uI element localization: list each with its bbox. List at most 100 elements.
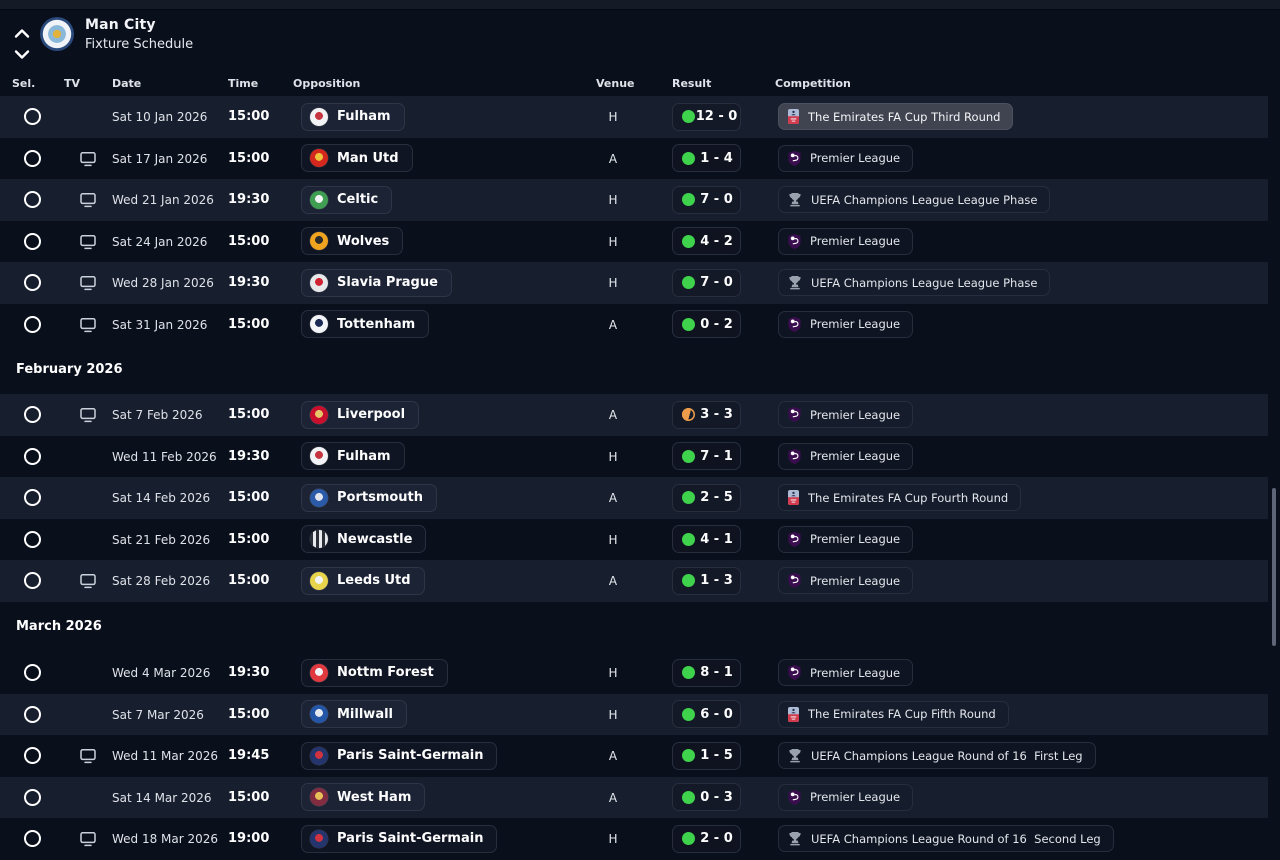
opposition-button[interactable]: Newcastle [301,525,427,553]
opposition-button[interactable]: Liverpool [301,400,420,429]
fixture-time: 15:00 [228,573,270,588]
select-circle[interactable] [24,747,41,764]
result-pill[interactable]: 8 - 1 [672,658,741,687]
fixture-row[interactable]: Wed 4 Mar 2026 19:30 Nottm Forest H 8 - 1 Pre… [0,652,1268,694]
result-pill[interactable]: 2 - 0 [672,824,741,853]
col-sel[interactable]: Sel. [12,77,36,90]
fixture-date: Wed 28 Jan 2026 [112,276,214,290]
col-date[interactable]: Date [112,77,142,90]
opposition-button[interactable]: Leeds Utd [301,566,425,595]
venue-label: H [608,707,618,722]
col-time[interactable]: Time [228,77,259,90]
col-tv[interactable]: TV [64,77,81,90]
fixture-row[interactable]: Wed 11 Mar 2026 19:45 Paris Saint-Germain A… [0,735,1268,777]
result-pill[interactable]: 2 - 5 [672,483,741,512]
select-circle[interactable] [24,315,41,333]
opposition-button[interactable]: West Ham [301,783,426,811]
select-circle[interactable] [24,274,41,291]
opposition-button[interactable]: Wolves [301,227,404,255]
select-circle[interactable] [24,108,41,125]
fixture-time: 15:00 [228,150,270,166]
opposition-button[interactable]: Fulham [301,442,405,470]
result-score: 4 - 1 [700,531,733,547]
opposition-button[interactable]: Fulham [301,102,405,131]
select-circle[interactable] [24,705,41,723]
select-circle[interactable] [24,489,41,506]
fixture-row[interactable]: Wed 21 Jan 2026 19:30 Celtic H 7 - 0 UEFA Cha… [0,179,1268,221]
result-pill[interactable]: 4 - 1 [672,525,741,553]
opposition-button[interactable]: Tottenham [301,310,430,338]
premier-league-icon [788,407,801,422]
competition-name: UEFA Champions League League Phase [811,275,1038,290]
competition-button[interactable]: UEFA Champions League Round of 16 Second… [778,825,1114,852]
fixture-row[interactable]: Wed 18 Mar 2026 19:00 Paris Saint-Germain H… [0,818,1268,860]
competition-button[interactable]: UEFA Champions League Round of 16 First … [778,742,1096,769]
result-pill[interactable]: 7 - 0 [672,185,741,214]
competition-button[interactable]: Premier League [778,144,914,172]
fixture-row[interactable]: Sat 14 Mar 2026 15:00 West Ham A 0 - 3 Premie… [0,776,1268,818]
chevron-up-icon[interactable] [13,24,31,38]
opposition-button[interactable]: Paris Saint-Germain [301,824,498,853]
opposition-button[interactable]: Portsmouth [301,483,438,512]
competition-button[interactable]: Premier League [778,659,914,686]
result-pill[interactable]: 7 - 0 [672,268,741,297]
result-pill[interactable]: 7 - 1 [672,442,741,470]
fixture-row[interactable]: Sat 24 Jan 2026 15:00 Wolves H 4 - 2 Premier … [0,221,1268,263]
competition-button[interactable]: UEFA Champions League League Phase [778,186,1051,213]
competition-button[interactable]: UEFA Champions League League Phase [778,269,1051,296]
opposition-button[interactable]: Celtic [301,185,393,214]
select-circle[interactable] [24,406,41,423]
select-circle[interactable] [24,572,41,589]
select-circle[interactable] [24,447,41,465]
fixture-row[interactable]: Sat 21 Feb 2026 15:00 Newcastle H 4 - 1 Premi… [0,519,1268,561]
result-pill[interactable]: 0 - 2 [672,310,741,338]
fixture-row[interactable]: Wed 28 Jan 2026 19:30 Slavia Prague H 7 - 0 U… [0,262,1268,304]
opposition-button[interactable]: Man Utd [301,144,413,172]
select-circle[interactable] [24,664,41,681]
result-pill[interactable]: 1 - 3 [672,566,741,595]
fixture-row[interactable]: Sat 28 Feb 2026 15:00 Leeds Utd A 1 - 3 Premi… [0,560,1268,602]
col-venue[interactable]: Venue [596,77,635,90]
opposition-button[interactable]: Slavia Prague [301,268,452,297]
competition-button[interactable]: Premier League [778,442,914,470]
result-pill[interactable]: 0 - 3 [672,783,741,811]
venue-label: H [608,110,618,124]
select-circle[interactable] [24,530,41,548]
result-pill[interactable]: 6 - 0 [672,700,741,728]
col-result[interactable]: Result [672,77,712,90]
result-pill[interactable]: 12 - 0 [672,102,741,131]
select-circle[interactable] [24,149,41,167]
result-pill[interactable]: 1 - 4 [672,144,741,172]
competition-button[interactable]: Premier League [778,227,914,255]
fixture-row[interactable]: Sat 7 Mar 2026 15:00 Millwall H 6 - 0 The Emi… [0,693,1268,735]
fixture-row[interactable]: Sat 14 Feb 2026 15:00 Portsmouth A 2 - 5 The … [0,477,1268,519]
competition-button[interactable]: Premier League [778,567,914,594]
chevron-down-icon[interactable] [13,46,31,59]
opposition-button[interactable]: Millwall [301,700,407,728]
competition-button[interactable]: The Emirates FA Cup Fifth Round [778,700,1009,728]
select-circle[interactable] [24,191,41,208]
fixture-row[interactable]: Wed 11 Feb 2026 19:30 Fulham H 7 - 1 Premier … [0,436,1268,478]
opposition-button[interactable]: Paris Saint-Germain [301,741,498,770]
fixture-row[interactable]: Sat 7 Feb 2026 15:00 Liverpool A 3 - 3 Premie… [0,394,1268,436]
result-pill[interactable]: 3 - 3 [672,400,741,429]
competition-button[interactable]: Premier League [778,401,914,428]
col-competition[interactable]: Competition [775,77,851,90]
competition-button[interactable]: The Emirates FA Cup Fourth Round [778,484,1022,511]
select-circle[interactable] [24,232,41,250]
competition-button[interactable]: Premier League [778,310,914,338]
fixture-row[interactable]: Sat 10 Jan 2026 15:00 Fulham H 12 - 0 The Emi… [0,96,1268,138]
competition-button[interactable]: Premier League [778,783,914,811]
fixture-row[interactable]: Sat 31 Jan 2026 15:00 Tottenham A 0 - 2 Premi… [0,304,1268,346]
select-circle[interactable] [24,788,41,806]
venue-label: A [608,790,618,805]
select-circle[interactable] [24,830,41,847]
opposition-button[interactable]: Nottm Forest [301,658,448,687]
competition-button[interactable]: The Emirates FA Cup Third Round [778,103,1014,130]
scrollbar-thumb[interactable] [1272,488,1276,646]
result-pill[interactable]: 1 - 5 [672,741,741,770]
result-pill[interactable]: 4 - 2 [672,227,741,255]
competition-button[interactable]: Premier League [778,525,914,553]
col-opposition[interactable]: Opposition [293,77,361,90]
fixture-row[interactable]: Sat 17 Jan 2026 15:00 Man Utd A 1 - 4 Premier… [0,138,1268,180]
